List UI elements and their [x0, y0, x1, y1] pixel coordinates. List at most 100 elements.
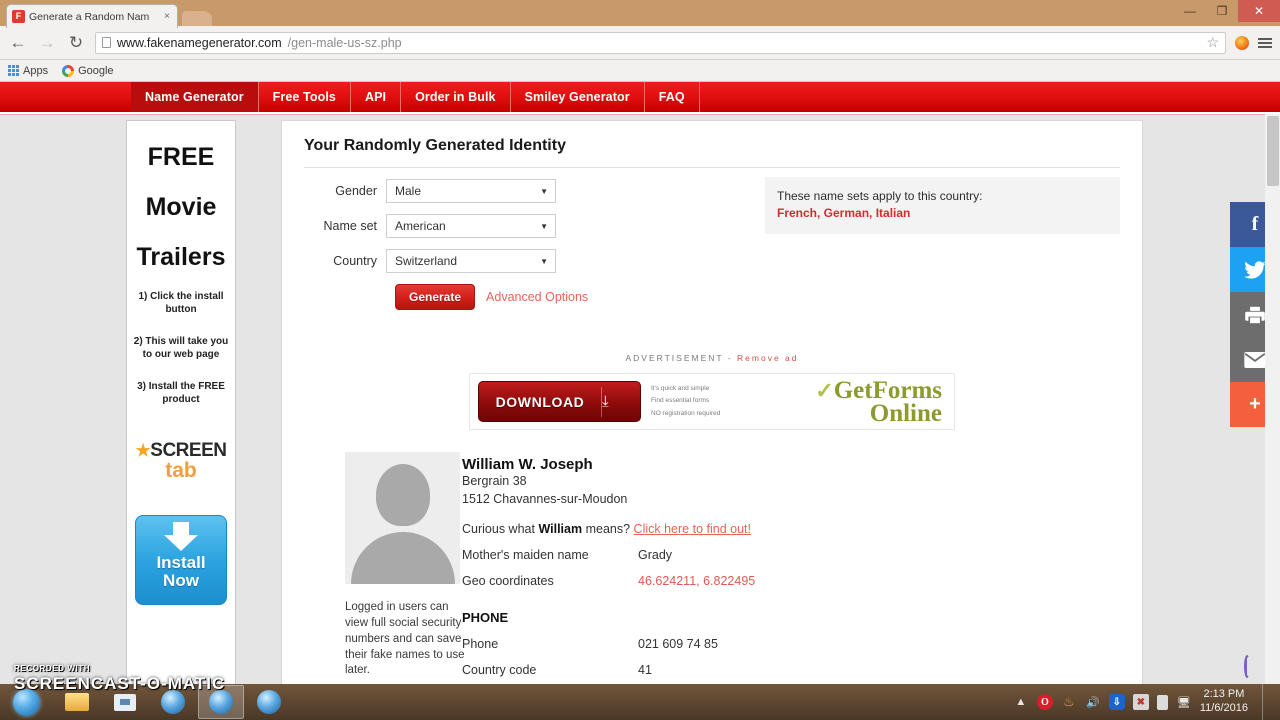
ad-banner[interactable]: DOWNLOAD ⤓ It's quick and simple Find es… [469, 373, 955, 430]
form-row-nameset: Name set American ▼ [304, 214, 1120, 238]
ad-copy-3: NO registration required [651, 409, 721, 417]
detail-key: Mother's maiden name [462, 547, 589, 562]
ad-copy-2: Find essential forms [651, 397, 710, 405]
browser-tab[interactable]: F Generate a Random Nam × [6, 4, 178, 28]
download-button[interactable]: DOWNLOAD ⤓ [478, 381, 641, 422]
taskbar-item-media-player[interactable] [102, 685, 148, 719]
generate-button[interactable]: Generate [395, 284, 476, 310]
avatar-body-shape [350, 532, 455, 584]
install-now-button[interactable]: Install Now [135, 515, 227, 605]
vertical-scrollbar[interactable] [1265, 114, 1280, 684]
ad-copy: It's quick and simple Find essential for… [651, 383, 720, 419]
form-row-country: Country Switzerland ▼ [304, 249, 1120, 273]
security-shield-icon[interactable]: ✖ [1132, 694, 1149, 710]
page-title: Your Randomly Generated Identity [304, 137, 1120, 168]
detail-key: Geo coordinates [462, 573, 554, 588]
ad-brand-line-2: tab [165, 459, 197, 482]
form-row-gender: Gender Male ▼ [304, 179, 1120, 203]
name-meaning-link[interactable]: Click here to find out! [633, 521, 751, 536]
bookmark-star-icon[interactable]: ☆ [1206, 34, 1219, 50]
curious-line: Curious what William means? Click here t… [462, 522, 1120, 536]
gender-label: Gender [335, 184, 377, 198]
advertisement-label: ADVERTISEMENT - Remove ad [304, 353, 1120, 363]
flame-icon[interactable]: ♨ [1063, 694, 1075, 709]
address-bar[interactable]: www.fakenamegenerator.com/gen-male-us-sz… [95, 31, 1226, 54]
bookmark-google[interactable]: Google [62, 64, 114, 77]
check-icon: ✓ [815, 377, 834, 403]
close-icon[interactable]: × [164, 11, 170, 22]
new-tab-button[interactable] [182, 11, 212, 26]
main-content-panel: Your Randomly Generated Identity These n… [281, 120, 1143, 684]
nav-item-order-in-bulk[interactable]: Order in Bulk [401, 82, 511, 112]
ad-step-3: 3) Install the FREE product [137, 381, 225, 405]
curious-pre: Curious what [462, 521, 535, 536]
nav-item-free-tools[interactable]: Free Tools [259, 82, 351, 112]
opera-icon[interactable]: O [1036, 694, 1053, 710]
battery-icon[interactable] [1156, 694, 1168, 710]
name-sets-intro: These name sets apply to this country: [777, 189, 983, 203]
twitter-bird-glyph [1244, 260, 1266, 279]
back-icon[interactable]: ← [9, 32, 27, 52]
nav-item-faq[interactable]: FAQ [645, 82, 700, 112]
minimize-icon[interactable]: — [1184, 4, 1196, 18]
detail-row: Mother's maiden name Grady [462, 548, 1120, 562]
getforms-line-2: Online [869, 399, 942, 427]
tray-overflow-icon[interactable]: ▲ [1015, 696, 1027, 708]
star-icon: ★ [135, 441, 151, 460]
scrollbar-thumb[interactable] [1267, 116, 1279, 186]
url-domain: www.fakenamegenerator.com [117, 35, 282, 50]
envelope-glyph [1244, 351, 1266, 368]
volume-icon[interactable]: 🔊 [1086, 696, 1100, 709]
nav-item-api[interactable]: API [351, 82, 402, 112]
extension-icon[interactable] [1235, 35, 1249, 50]
close-window-icon[interactable]: ✕ [1238, 0, 1280, 22]
show-desktop-button[interactable] [1262, 684, 1270, 720]
site-navigation: Name Generator Free Tools API Order in B… [0, 82, 1280, 114]
avatar-note: Logged in users can view full social sec… [345, 601, 465, 677]
detail-value[interactable]: 46.624211, 6.822495 [638, 573, 756, 588]
advanced-options-link[interactable]: Advanced Options [486, 290, 589, 304]
install-label-1: Install [156, 553, 206, 572]
nav-item-name-generator[interactable]: Name Generator [131, 82, 259, 112]
ad-step-1: 1) Click the install button [138, 291, 224, 315]
page-viewport: Name Generator Free Tools API Order in B… [0, 82, 1280, 684]
favicon-icon: F [12, 10, 25, 23]
app-icon [257, 690, 281, 714]
taskbar-item-chrome[interactable] [198, 685, 244, 719]
gender-select[interactable]: Male ▼ [386, 179, 556, 203]
page-info-icon [102, 37, 111, 48]
folder-icon [65, 693, 89, 711]
ad-label-separator: - [727, 353, 733, 363]
bookmark-apps[interactable]: Apps [8, 65, 48, 77]
bluetooth-icon[interactable]: ⇩ [1108, 694, 1125, 710]
taskbar-item-app[interactable] [246, 685, 292, 719]
ad-headline-2: Movie [145, 193, 217, 221]
country-select[interactable]: Switzerland ▼ [386, 249, 556, 273]
clock[interactable]: 2:13 PM 11/6/2016 [1200, 688, 1254, 716]
left-ad-panel[interactable]: FREE Movie Trailers 1) Click the install… [126, 120, 236, 684]
address-line-1: Bergrain 38 [462, 474, 527, 488]
gender-value: Male [395, 184, 422, 198]
menu-icon[interactable] [1258, 37, 1272, 48]
bookmarks-bar: Apps Google [0, 60, 1280, 82]
nav-item-smiley-generator[interactable]: Smiley Generator [511, 82, 645, 112]
google-g-icon [62, 64, 75, 77]
remove-ad-link[interactable]: Remove ad [737, 353, 799, 363]
taskbar-item-explorer[interactable] [54, 685, 100, 719]
clock-date: 11/6/2016 [1199, 702, 1248, 714]
maximize-icon[interactable]: ❐ [1216, 4, 1228, 18]
clock-time: 2:13 PM [1203, 688, 1245, 701]
forward-icon[interactable]: → [38, 32, 56, 52]
download-label: DOWNLOAD [495, 393, 585, 410]
ad-headline-3: Trailers [136, 243, 226, 271]
detail-value: 41 [638, 662, 652, 677]
phone-section-heading: PHONE [462, 609, 509, 625]
taskbar-item-ie[interactable] [150, 685, 196, 719]
nameset-value: American [395, 219, 446, 233]
curious-name: William [538, 521, 583, 536]
start-button[interactable] [0, 684, 52, 720]
reload-icon[interactable]: ↻ [68, 32, 84, 52]
nameset-select[interactable]: American ▼ [386, 214, 556, 238]
install-label-2: Now [163, 570, 199, 590]
network-icon[interactable]: 🖥 [1176, 696, 1191, 709]
